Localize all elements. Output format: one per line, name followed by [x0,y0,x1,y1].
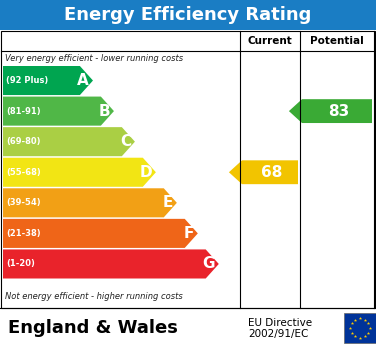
Polygon shape [3,158,156,187]
Text: (55-68): (55-68) [6,168,41,177]
Bar [0,0,376,30]
Text: Energy Efficiency Rating: Energy Efficiency Rating [64,6,312,24]
Text: Current: Current [248,36,293,46]
Text: A: A [77,73,89,88]
Text: (21-38): (21-38) [6,229,41,238]
Text: (1-20): (1-20) [6,260,35,268]
Text: (81-91): (81-91) [6,106,41,116]
Text: C: C [120,134,131,149]
Text: Not energy efficient - higher running costs: Not energy efficient - higher running co… [5,292,183,301]
Text: (39-54): (39-54) [6,198,41,207]
Text: F: F [183,226,194,241]
Text: 68: 68 [261,165,283,180]
Text: 83: 83 [328,104,350,119]
Text: 2002/91/EC: 2002/91/EC [248,329,308,339]
Bar [1,31,375,308]
Polygon shape [3,188,177,218]
Text: (92 Plus): (92 Plus) [6,76,48,85]
Polygon shape [3,219,198,248]
Polygon shape [3,127,135,156]
Polygon shape [229,160,298,184]
Text: EU Directive: EU Directive [248,318,312,328]
Text: B: B [98,104,110,119]
Bar [344,313,376,343]
Polygon shape [3,250,219,278]
Text: Very energy efficient - lower running costs: Very energy efficient - lower running co… [5,54,183,63]
Polygon shape [289,99,372,123]
Text: Potential: Potential [310,36,364,46]
Text: (69-80): (69-80) [6,137,41,146]
Text: G: G [202,256,215,271]
Text: D: D [139,165,152,180]
Polygon shape [3,97,114,126]
Text: E: E [162,195,173,210]
Text: England & Wales: England & Wales [8,319,178,337]
Polygon shape [3,66,93,95]
